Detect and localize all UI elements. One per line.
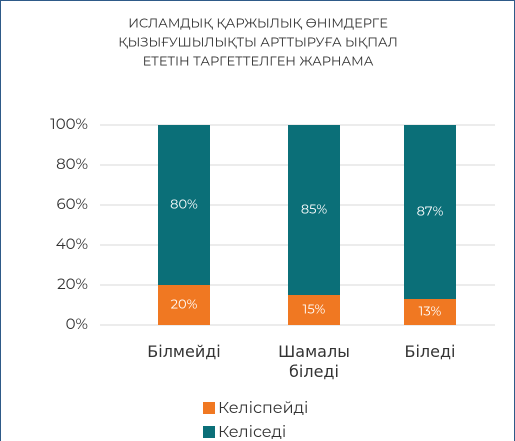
value-label: 85%: [301, 201, 328, 217]
x-tick-label: Білмейді: [147, 342, 221, 361]
y-tick-label: 20%: [57, 274, 88, 293]
legend-swatch: [203, 402, 215, 414]
chart-title: ЕТЕТІН ТАРГЕТТЕЛГЕН ЖАРНАМА: [143, 53, 374, 69]
bar-segment: [158, 125, 210, 285]
y-tick-label: 0%: [66, 314, 88, 333]
y-tick-label: 40%: [56, 234, 88, 253]
legend-swatch: [203, 426, 215, 438]
value-label: 15%: [303, 301, 326, 317]
x-tick-label: Шамалы біледі: [278, 342, 350, 381]
bar-segment: [288, 125, 340, 295]
chart-title: ҚЫЗЫҒУШЫЛЫҚТЫ АРТТЫРУҒА ЫҚПАЛ: [118, 34, 398, 50]
bar-segment: [288, 295, 340, 325]
y-tick-label: 60%: [56, 194, 88, 213]
chart-title: ИСЛАМДЫҚ ҚАРЖЫЛЫҚ ӨНІМДЕРГЕ: [128, 15, 388, 31]
x-tick-label: Біледі: [404, 342, 456, 361]
y-tick-label: 100%: [50, 114, 88, 133]
legend-label: Келіседі: [218, 423, 286, 441]
bar-segment: [404, 125, 456, 299]
bar-segment: [404, 299, 456, 325]
bar-segment: [158, 285, 210, 325]
value-label: 87%: [417, 203, 444, 219]
value-label: 13%: [419, 303, 442, 319]
legend-label: Келіспейді: [218, 399, 308, 418]
value-label: 80%: [170, 196, 198, 212]
y-tick-label: 80%: [56, 154, 88, 173]
value-label: 20%: [171, 296, 198, 312]
